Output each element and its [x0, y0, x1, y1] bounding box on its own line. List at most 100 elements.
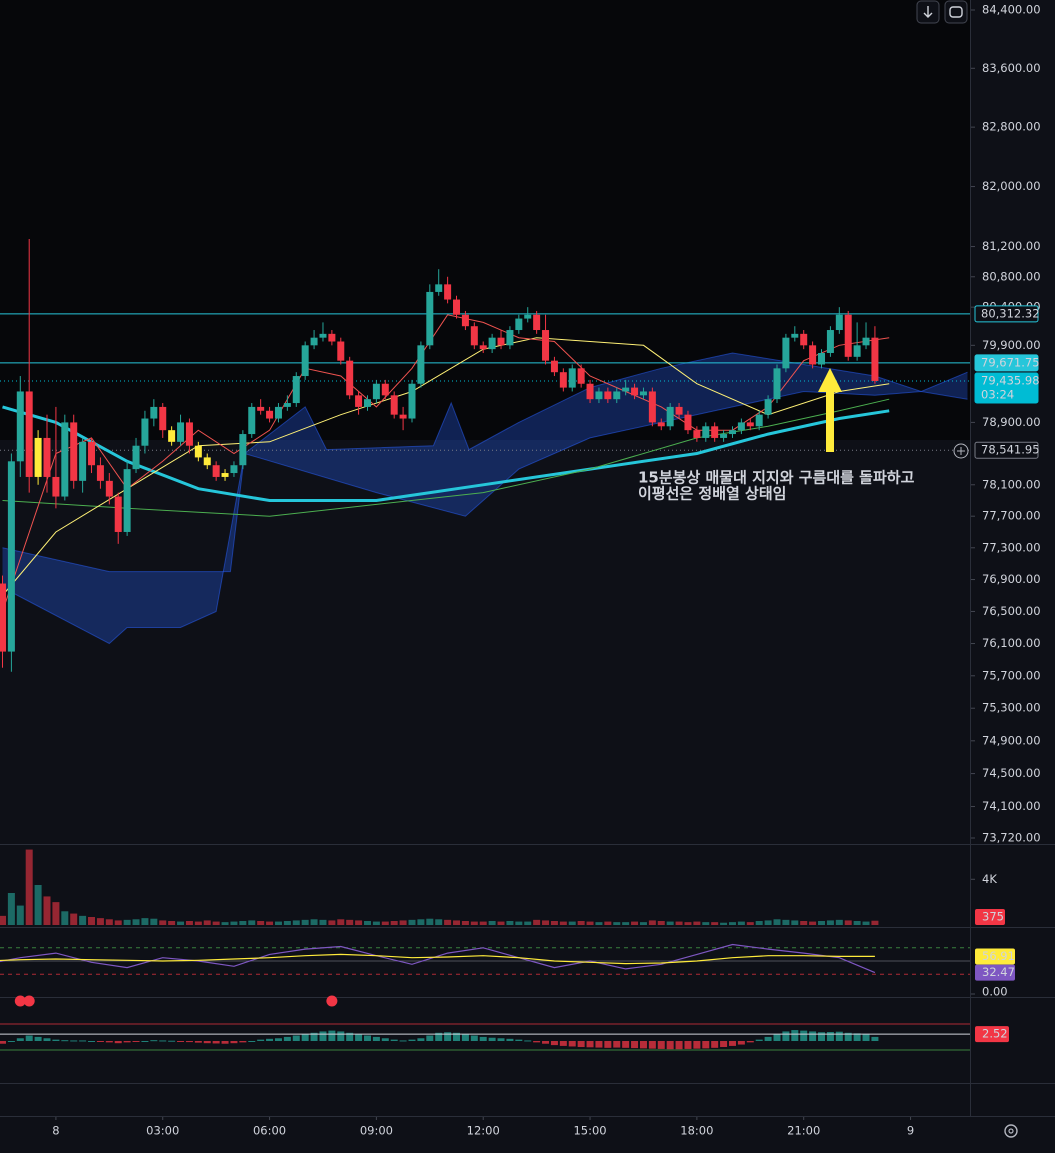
candle-body — [230, 465, 238, 474]
x-tick-label: 09:00 — [360, 1124, 393, 1138]
macd-bar — [355, 1034, 363, 1041]
candle-body — [372, 383, 380, 400]
candle-body — [586, 383, 594, 400]
candle-body — [702, 426, 710, 438]
candle-body — [132, 445, 140, 470]
macd-bar — [444, 1032, 452, 1041]
macd-bar — [800, 1030, 808, 1041]
volume-bar — [390, 921, 398, 925]
volume-bar — [168, 921, 176, 925]
scroll-button[interactable] — [916, 0, 940, 24]
candle-body — [0, 583, 6, 652]
macd-bar — [319, 1031, 327, 1041]
volume-bar — [586, 921, 594, 925]
reset-button[interactable] — [944, 0, 968, 24]
macd-bar — [764, 1036, 772, 1041]
y-tick-label: 78,100.00 — [982, 477, 1041, 491]
candle-body — [61, 422, 69, 497]
volume-bar — [0, 915, 6, 925]
annotation-arrow — [818, 368, 842, 452]
macd-bar — [70, 1040, 78, 1042]
volume-bar — [702, 922, 710, 925]
settings-button[interactable] — [1004, 1124, 1018, 1138]
candle-body — [435, 284, 443, 292]
macd-bar — [381, 1038, 389, 1041]
macd-bar — [702, 1041, 710, 1049]
top-shade — [0, 0, 970, 440]
candle-body — [648, 391, 656, 423]
volume-bar — [639, 922, 647, 925]
volume-bar — [310, 919, 318, 925]
x-tick-label: 15:00 — [573, 1124, 606, 1138]
volume-bar — [453, 920, 461, 925]
macd-bar — [826, 1031, 834, 1041]
macd-bar — [16, 1038, 24, 1041]
volume-bar — [720, 922, 728, 925]
macd-bar — [417, 1038, 425, 1041]
macd-bar — [328, 1030, 336, 1041]
macd-bar — [711, 1041, 719, 1048]
candle-body — [34, 437, 42, 477]
volume-bar — [675, 921, 683, 925]
volume-bar — [150, 918, 158, 925]
candle-body — [381, 383, 389, 396]
volume-bar — [542, 920, 550, 925]
rsi-tag — [975, 964, 1015, 981]
y-tick-label: 84,400.00 — [982, 3, 1041, 17]
macd-bar — [34, 1036, 42, 1041]
y-tick-label: 78,900.00 — [982, 415, 1041, 429]
candle-body — [737, 422, 745, 431]
price-tag — [974, 354, 1039, 372]
volume-bar — [657, 921, 665, 925]
candle-body — [488, 337, 496, 350]
macd-bar — [809, 1031, 817, 1041]
macd-bar — [346, 1032, 354, 1041]
macd-bar — [604, 1041, 612, 1048]
candle-body — [684, 414, 692, 431]
volume-bar — [301, 919, 309, 925]
candle-body — [399, 414, 407, 419]
macd-bar — [132, 1041, 140, 1042]
volume-tag — [975, 909, 1005, 925]
candle-body — [773, 368, 781, 400]
y-tick-label: 73,720.00 — [982, 831, 1041, 845]
macd-bar — [408, 1039, 416, 1041]
macd-bar — [693, 1041, 701, 1049]
candle-body — [105, 480, 113, 497]
volume-bar — [399, 920, 407, 925]
volume-bar — [363, 921, 371, 925]
macd-bar — [568, 1041, 576, 1047]
candle-body — [622, 387, 630, 392]
macd-bar — [159, 1040, 167, 1042]
macd-bar — [221, 1041, 229, 1044]
crosshair-add-button[interactable] — [953, 443, 969, 459]
candle-body — [7, 461, 15, 652]
volume-bar — [684, 922, 692, 925]
candle-body — [497, 337, 505, 346]
macd-bar — [844, 1032, 852, 1041]
volume-tag-label: 375 — [982, 910, 1004, 924]
macd-bar — [479, 1036, 487, 1041]
rsi-line — [0, 943, 876, 974]
volume-bar — [728, 922, 736, 925]
candle-body — [853, 345, 861, 357]
rsi-tick-label: 0.00 — [982, 985, 1008, 999]
x-tick-label: 06:00 — [253, 1124, 286, 1138]
macd-bar — [105, 1041, 113, 1043]
macd-bar — [862, 1033, 870, 1041]
volume-bar — [266, 921, 274, 925]
volume-bar — [844, 920, 852, 925]
volume-bar — [497, 921, 505, 925]
candle-body — [292, 376, 300, 404]
macd-bar — [631, 1041, 639, 1049]
rsi-line — [0, 953, 875, 965]
volume-bar — [479, 921, 487, 925]
volume-bar — [185, 921, 193, 925]
volume-bar — [61, 911, 69, 925]
volume-bar — [818, 921, 826, 925]
candle-body — [141, 418, 149, 446]
signal-dot — [14, 995, 26, 1007]
volume-bar — [666, 921, 674, 925]
